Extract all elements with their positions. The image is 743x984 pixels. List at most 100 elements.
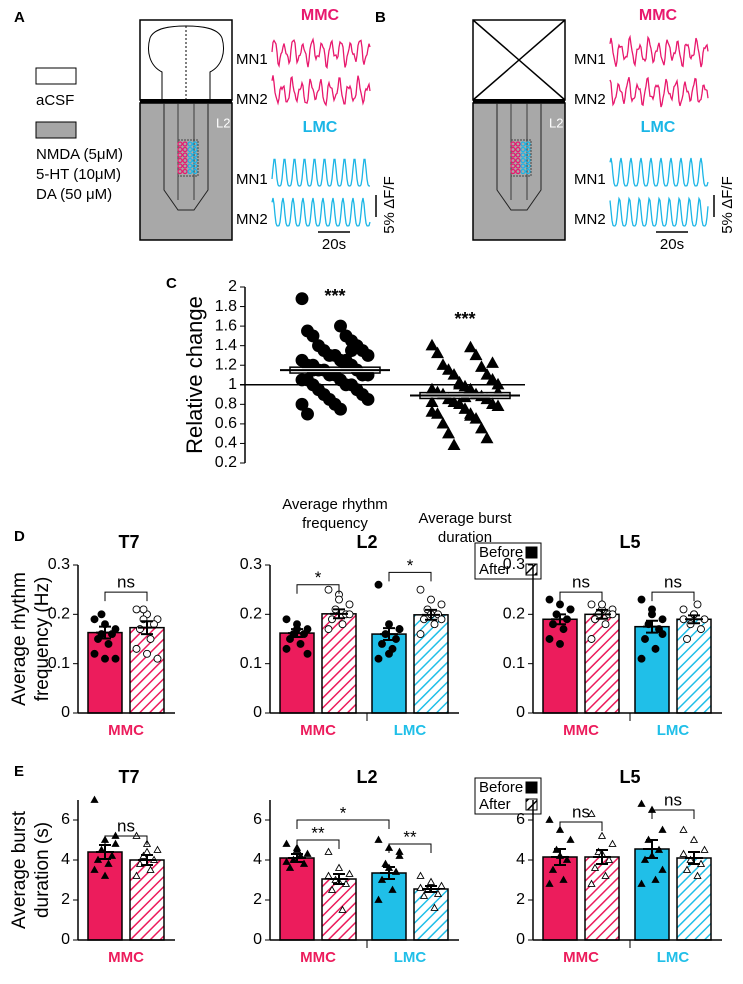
data-point: [545, 815, 554, 823]
y-tick-label: 1: [228, 376, 237, 393]
motor-neuron: [525, 141, 531, 147]
significance: ns: [664, 573, 682, 592]
data-point: [388, 885, 397, 893]
calcium-trace: [609, 196, 709, 227]
y-tick-label: 0.8: [215, 396, 237, 413]
data-point: [430, 620, 439, 629]
data-point: [480, 368, 494, 380]
data-point: [285, 863, 295, 871]
chart-title: L2: [356, 532, 377, 552]
motor-neuron: [182, 168, 188, 175]
data-point: [303, 649, 312, 658]
significance: ns: [664, 790, 682, 809]
motor-neuron: [520, 152, 526, 158]
data-point: [395, 851, 404, 859]
amp-scale-label: 5% ΔF/F: [381, 176, 398, 234]
y-tick-label: 0.1: [48, 655, 70, 672]
calcium-trace: [609, 76, 709, 108]
data-point: [107, 851, 117, 859]
data-point: [658, 630, 667, 639]
x-category-label: Average burst: [418, 510, 512, 527]
x-category-label: LMC: [657, 722, 690, 739]
data-point: [431, 346, 444, 359]
data-point: [637, 879, 646, 887]
data-point: [90, 865, 99, 873]
data-point: [433, 889, 443, 897]
significance-bracket: [651, 591, 695, 602]
data-point: [425, 395, 439, 408]
x-category-label: LMC: [657, 949, 690, 966]
data-point: [301, 407, 314, 421]
trace-label: MN2: [236, 91, 268, 108]
legend-label: 5-HT (10μM): [36, 166, 121, 183]
data-point: [104, 639, 113, 648]
x-category-label: Average rhythm: [282, 496, 388, 513]
y-tick-label: 4: [253, 851, 262, 868]
data-point: [587, 600, 596, 609]
data-point: [641, 635, 649, 643]
y-axis-label: duration (s): [32, 822, 53, 918]
region-label: L2: [549, 115, 563, 130]
significance-bracket: [296, 839, 340, 849]
bar: [542, 856, 578, 941]
legend-label: Before: [479, 779, 523, 796]
legend-label: After: [479, 796, 511, 813]
bar: [413, 888, 449, 941]
data-point: [419, 891, 429, 899]
motor-neuron: [525, 146, 531, 153]
data-point: [566, 605, 575, 614]
legend-label: NMDA (5μM): [36, 146, 123, 163]
calcium-trace: [271, 75, 371, 107]
y-axis-label: Average burst: [9, 810, 30, 929]
error-bar: [380, 866, 398, 880]
data-point: [153, 845, 162, 853]
panel-label: C: [166, 275, 177, 292]
sem-box: [289, 366, 381, 374]
data-point: [90, 795, 99, 803]
data-point: [334, 402, 347, 416]
motor-neuron: [525, 152, 531, 158]
y-tick-label: 0.3: [503, 556, 525, 573]
y-tick-label: 0: [253, 704, 262, 721]
significance: **: [403, 827, 417, 846]
bar: [321, 878, 357, 941]
data-point: [437, 600, 446, 609]
data-point: [338, 620, 347, 629]
data-point: [416, 871, 425, 879]
significance-bracket: [104, 591, 148, 602]
data-point: [597, 831, 607, 839]
legend-label: Before: [479, 544, 523, 561]
legend-swatch: [35, 67, 77, 85]
data-point: [361, 348, 375, 362]
motor-neuron: [515, 141, 521, 147]
data-point: [679, 605, 688, 614]
calcium-trace: [609, 34, 709, 68]
data-point: [598, 600, 606, 609]
chart-title: L5: [619, 532, 640, 552]
trace-label: MN2: [574, 91, 606, 108]
y-tick-label: 0.2: [215, 454, 237, 471]
data-point: [282, 644, 291, 653]
error-bar: [551, 848, 569, 866]
calcium-trace: [271, 37, 371, 70]
region-box: [510, 139, 532, 177]
data-point: [658, 865, 667, 873]
significance-bracket: [388, 843, 432, 853]
significance: **: [311, 823, 325, 842]
y-tick-label: 0.4: [215, 435, 237, 452]
motor-neuron: [192, 157, 198, 164]
y-tick-label: 0.6: [215, 415, 237, 432]
data-point: [97, 610, 106, 619]
data-point: [111, 839, 120, 847]
data-point: [658, 615, 667, 624]
bar: [413, 614, 449, 714]
data-point: [334, 863, 344, 871]
data-point: [324, 847, 333, 855]
data-point: [442, 363, 455, 375]
data-point: [436, 358, 450, 370]
y-tick-label: 0.3: [240, 556, 262, 573]
data-point: [608, 839, 617, 847]
y-tick-label: 0: [516, 931, 525, 948]
sem-box: [419, 391, 511, 400]
data-point: [132, 831, 141, 839]
